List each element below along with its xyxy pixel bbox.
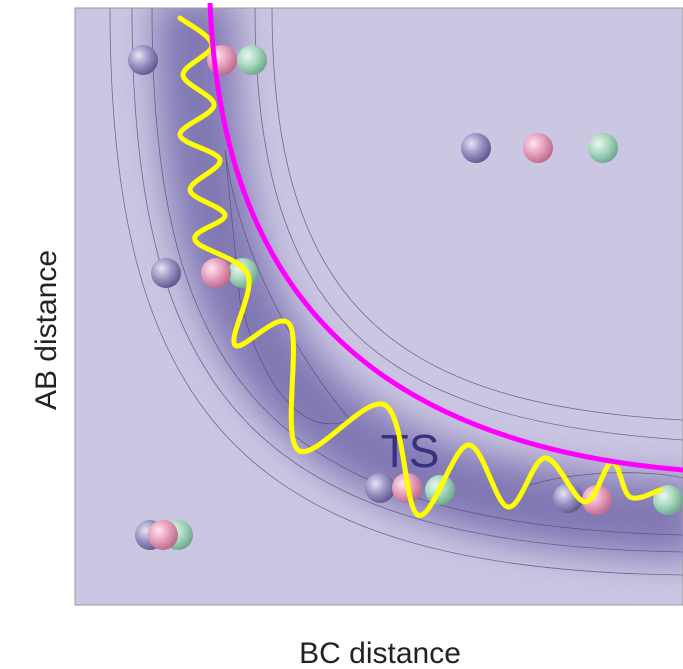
atom-c bbox=[588, 133, 618, 163]
atom-a bbox=[365, 473, 395, 503]
contour bbox=[529, 472, 683, 486]
y-axis-label: AB distance bbox=[30, 250, 63, 410]
atom-b bbox=[523, 133, 553, 163]
atom-c bbox=[653, 485, 683, 515]
atom-b bbox=[201, 258, 231, 288]
x-axis-label: BC distance bbox=[299, 637, 461, 669]
contour bbox=[131, 8, 683, 553]
atom-a bbox=[151, 258, 181, 288]
atom-a bbox=[461, 133, 491, 163]
atom-a bbox=[128, 45, 158, 75]
plot-border bbox=[74, 7, 683, 606]
atom-b bbox=[582, 485, 612, 515]
energy-surface bbox=[75, 8, 683, 605]
atom-c bbox=[237, 45, 267, 75]
valley bbox=[155, 8, 683, 560]
reaction-path bbox=[207, 2, 683, 473]
contour bbox=[254, 8, 683, 441]
atom-b bbox=[148, 520, 178, 550]
ts-label: TS bbox=[381, 425, 440, 477]
contour bbox=[151, 8, 683, 536]
trajectory bbox=[177, 15, 663, 518]
contour bbox=[271, 8, 683, 421]
contour bbox=[109, 8, 683, 576]
